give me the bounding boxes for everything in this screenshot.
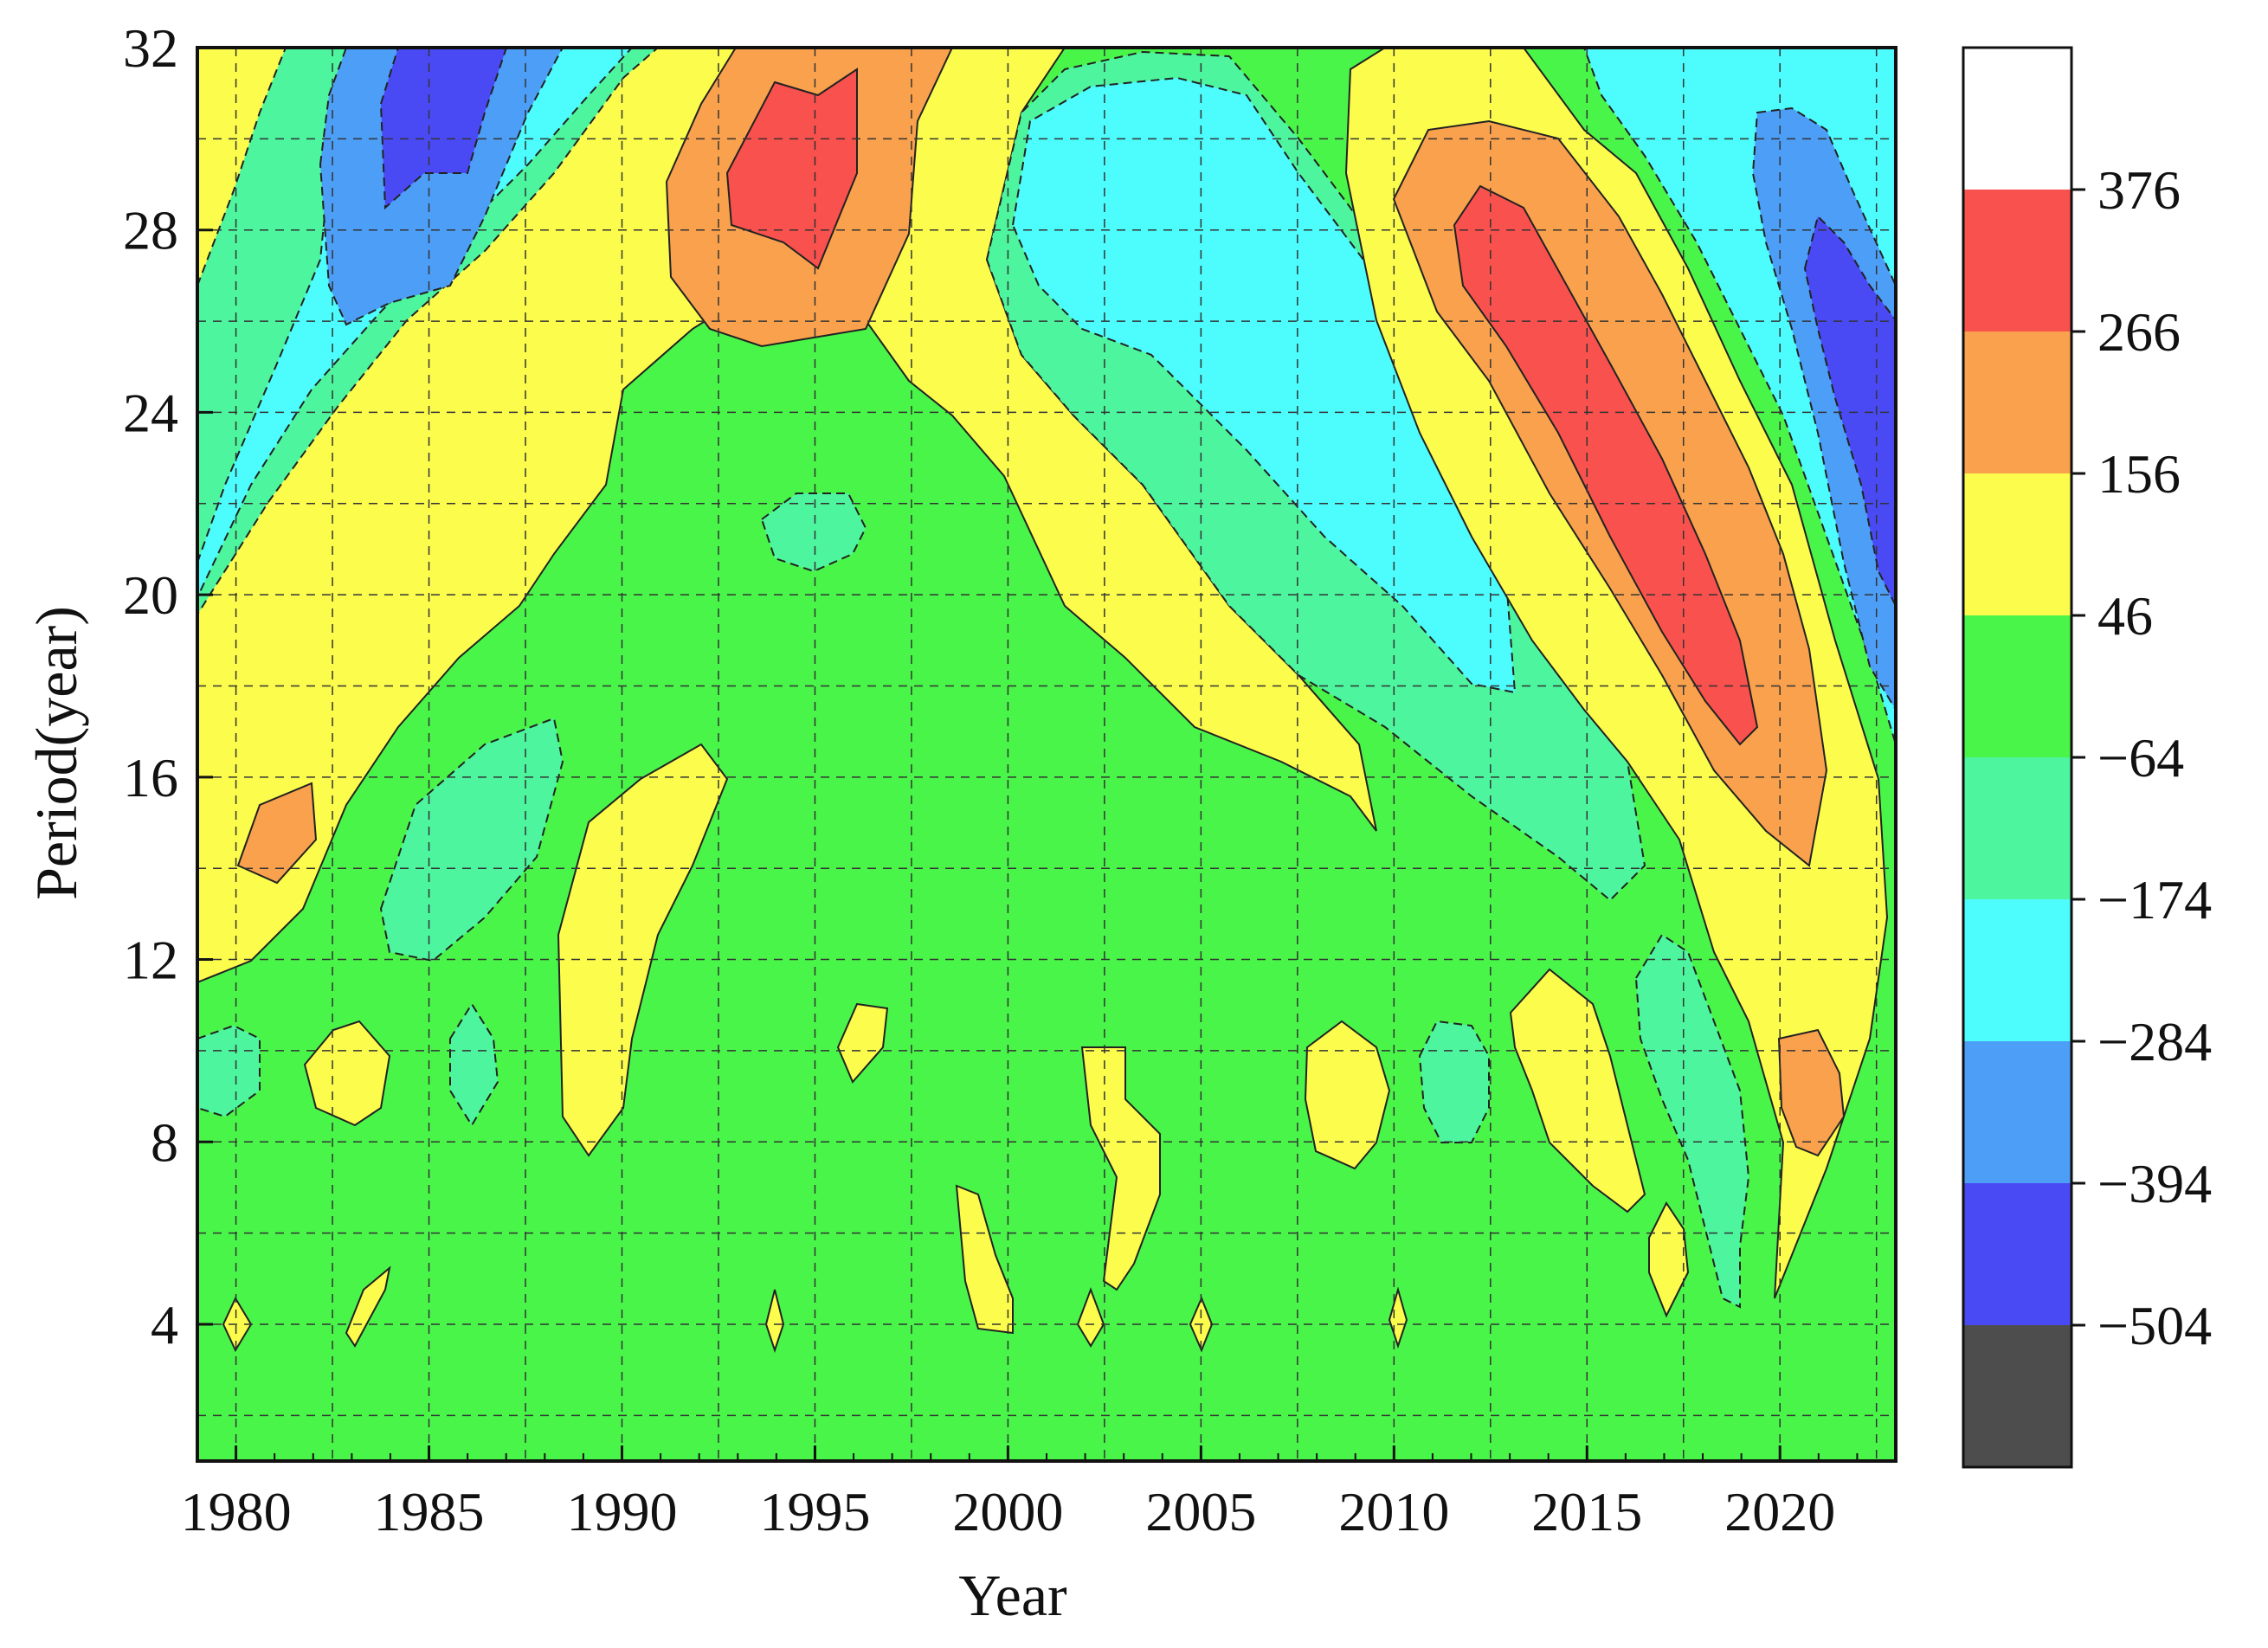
contour-island-small-1983	[345, 1265, 391, 1348]
contour-band-deepblue-left	[379, 48, 508, 210]
contour-island-yellow-2000	[955, 1184, 1014, 1335]
colorbar-swatch	[1963, 1325, 2071, 1467]
x-tick-label: 2005	[1145, 1481, 1256, 1542]
x-tick-label: 2000	[952, 1481, 1063, 1542]
contour-island-cyan-2017	[1634, 933, 1750, 1309]
x-axis: 1980 1985 1990 1995 2000 2005 2010 2015 2020	[181, 1445, 1859, 1542]
x-tick-label: 1980	[181, 1481, 292, 1542]
colorbar-label: 156	[2097, 443, 2181, 505]
contour-island-yellow-2009	[1304, 1020, 1391, 1170]
colorbar-swatch	[1963, 332, 2071, 473]
colorbar: −504 −394 −284 −174 −64 46 156 266 376	[1962, 46, 2212, 1469]
x-tick-label: 1990	[567, 1481, 678, 1542]
contour-island-yellow-2014	[1509, 968, 1646, 1213]
y-tick-label: 16	[123, 747, 178, 808]
contour-island-yellow-1983	[303, 1020, 391, 1127]
colorbar-label: −64	[2097, 727, 2184, 789]
contour-island-orange-1981	[236, 782, 318, 885]
y-tick-label: 24	[123, 382, 178, 443]
colorbar-swatch	[1963, 899, 2071, 1041]
contour-band-green-cyan-left	[197, 48, 660, 616]
y-axis-title: Period(year)	[23, 606, 89, 900]
colorbar-swatch	[1963, 473, 2071, 615]
grid-lines	[197, 47, 1896, 1461]
contour-band-red-1995	[725, 68, 858, 270]
colorbar-swatch	[1963, 1183, 2071, 1325]
colorbar-swatch	[1963, 48, 2071, 190]
x-tick-label: 1985	[374, 1481, 485, 1542]
y-tick-label: 12	[123, 930, 178, 991]
contour-island-yellow-2003	[1080, 1046, 1161, 1291]
y-tick-label: 4	[151, 1294, 178, 1355]
contour-island-small-1994	[764, 1289, 785, 1354]
contour-band-deepblue-right	[1803, 215, 1896, 607]
y-tick-label: 28	[123, 200, 178, 261]
y-tick-label: 20	[123, 564, 178, 626]
colorbar-label: 46	[2097, 585, 2153, 647]
plot-area	[197, 48, 1896, 1461]
contour-island-cyan-2011	[1418, 1020, 1490, 1143]
x-tick-label: 1995	[759, 1481, 870, 1542]
colorbar-label: 266	[2097, 301, 2181, 363]
contour-island-orange-2020	[1777, 1028, 1846, 1157]
contour-island-cyan-1985	[379, 717, 564, 962]
colorbar-label: 376	[2097, 159, 2181, 221]
x-tick-label: 2020	[1724, 1481, 1835, 1542]
contour-island-cyan-1986	[449, 1002, 499, 1127]
colorbar-label: −394	[2097, 1153, 2212, 1214]
x-tick-label: 2015	[1531, 1481, 1642, 1542]
colorbar-label: −174	[2097, 869, 2212, 930]
colorbar-swatch	[1963, 1041, 2071, 1183]
colorbar-swatch	[1963, 757, 2071, 899]
contour-island-yellow-1990	[557, 743, 729, 1157]
y-tick-label: 8	[151, 1111, 178, 1173]
colorbar-swatch	[1963, 615, 2071, 757]
contour-band-red-right	[1453, 184, 1759, 746]
x-axis-title: Year	[958, 1562, 1067, 1628]
contour-island-cyan-1980	[197, 1024, 261, 1118]
colorbar-label: −504	[2097, 1295, 2212, 1356]
y-axis: 4 8 12 16 20 24 28 32	[123, 17, 213, 1355]
y-tick-label: 32	[123, 17, 178, 79]
contour-island-yellow-2017	[1648, 1201, 1690, 1318]
contour-island-cyan-1994	[760, 492, 867, 573]
colorbar-label: −284	[2097, 1011, 2212, 1072]
contour-band-blue-right	[1751, 106, 1896, 711]
x-tick-label: 2010	[1338, 1481, 1449, 1542]
contour-island-yellow-1996	[836, 1002, 889, 1084]
colorbar-swatch	[1963, 190, 2071, 332]
